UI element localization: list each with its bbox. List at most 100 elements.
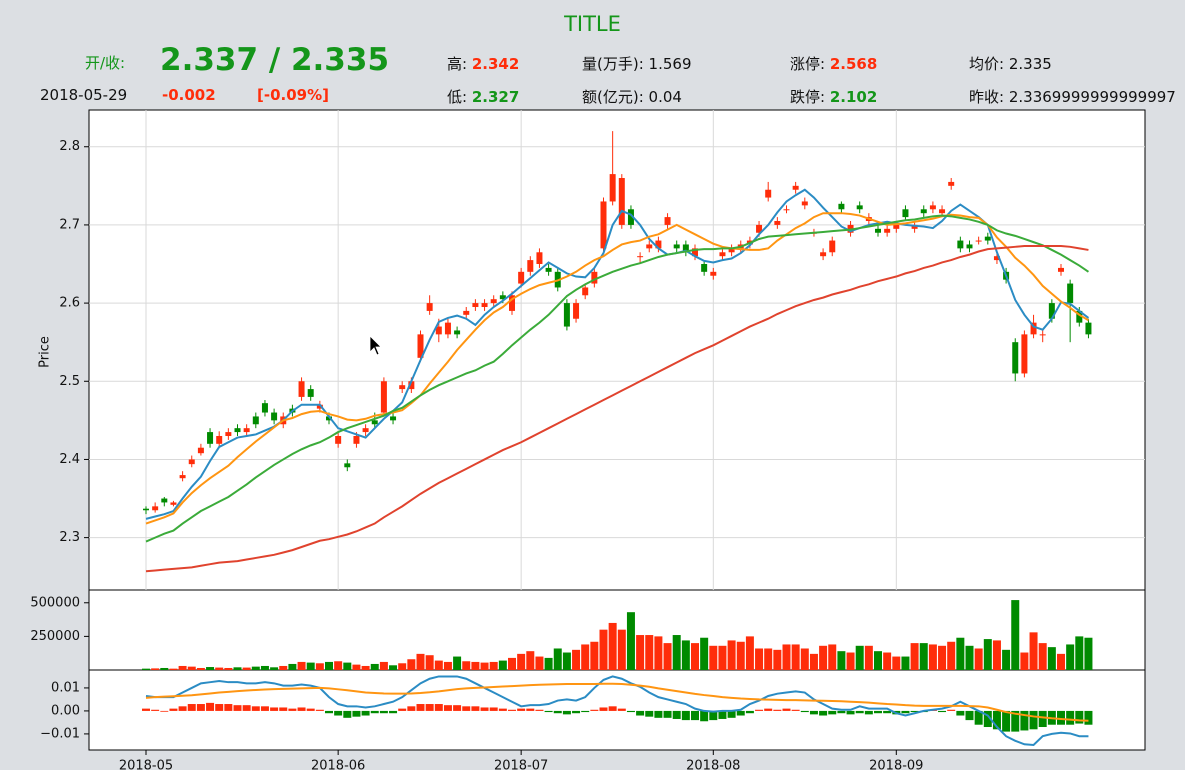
candle-body	[179, 475, 186, 479]
candle-body	[344, 463, 351, 468]
candle-body	[326, 416, 332, 421]
volume-bar	[389, 665, 398, 670]
candle-body	[573, 303, 580, 319]
price-panel	[88, 109, 1146, 591]
macd-bar	[425, 704, 434, 711]
macd-bar	[782, 708, 791, 711]
line	[145, 188, 1090, 520]
volume-bar	[251, 666, 260, 670]
y-tick-label: 0.01	[51, 680, 80, 695]
macd-bar	[718, 710, 727, 719]
macd-bar	[315, 709, 324, 711]
volume-bar	[727, 640, 736, 670]
macd-bar	[965, 710, 974, 721]
volume-bar	[800, 648, 809, 670]
line	[145, 245, 1089, 573]
candle-body	[472, 303, 479, 308]
candle-body	[1021, 334, 1028, 374]
candle-body	[939, 209, 946, 214]
macd-bar	[498, 708, 507, 711]
candle-body	[1012, 342, 1019, 374]
volume-bar	[956, 637, 965, 670]
cursor	[369, 335, 382, 356]
x-tick-label: 2018-05	[119, 759, 173, 770]
x-tick-label: 2018-06	[311, 759, 365, 770]
volume-bar	[206, 667, 215, 670]
candle-body	[252, 416, 259, 425]
candle-body	[609, 174, 616, 202]
volume-bar	[672, 635, 681, 670]
volume-bar	[270, 667, 279, 670]
volume-bar	[1002, 649, 1011, 670]
volume-bar	[480, 662, 489, 670]
macd-bar	[480, 707, 489, 711]
candle-body	[1058, 267, 1064, 272]
macd-bar	[462, 706, 471, 711]
macd-bar	[453, 705, 462, 711]
macd-bar	[471, 706, 480, 711]
candle-body	[408, 381, 415, 390]
macd-bar	[846, 710, 855, 715]
candle-body	[756, 224, 763, 233]
candle-body	[1085, 322, 1092, 335]
volume-bar	[425, 655, 434, 670]
volume-bar	[224, 667, 233, 670]
macd-bar	[361, 710, 370, 716]
volume-bar	[608, 622, 617, 670]
volume-bar	[233, 667, 242, 670]
volume-bar	[215, 667, 224, 670]
macd-bar	[169, 708, 178, 711]
macd-bar	[370, 710, 379, 714]
macd-bar	[1002, 710, 1011, 732]
macd-bar	[1038, 710, 1047, 728]
value: 2.3369999999999997	[1008, 88, 1176, 106]
volume-bar	[745, 636, 754, 670]
macd-bar	[288, 708, 297, 711]
candle-body	[664, 217, 671, 225]
volume-bar	[196, 667, 205, 670]
candle-body	[884, 228, 891, 233]
candle-body	[417, 334, 424, 358]
y-tick-label: 0.00	[51, 703, 80, 718]
candle-body	[545, 267, 552, 272]
label: 额(亿元): 0.04	[582, 86, 682, 107]
candle-body	[1039, 334, 1046, 336]
macd-bar	[773, 709, 782, 711]
candle-body	[646, 244, 653, 249]
value: 2.342	[471, 55, 520, 73]
candle-body	[719, 252, 726, 257]
macd-bar	[306, 708, 315, 711]
macd-bar	[983, 710, 992, 728]
volume-bar	[928, 644, 937, 670]
volume-bar	[846, 652, 855, 670]
macd-bar	[196, 704, 205, 711]
volume-bar	[983, 639, 992, 670]
volume-bar	[160, 667, 169, 670]
macd-bar	[416, 704, 425, 711]
macd-bar	[901, 710, 910, 714]
y-tick-label: 2.6	[59, 296, 80, 311]
macd-bar	[187, 704, 196, 711]
macd-bar	[727, 710, 736, 718]
volume-bar	[901, 656, 910, 670]
x-tick-label: 2018-08	[686, 759, 740, 770]
volume-bar	[398, 663, 407, 670]
volume-bar	[325, 661, 333, 670]
label: 低: 2.327	[447, 86, 519, 107]
candle-body	[426, 303, 433, 311]
macd-bar	[379, 710, 388, 714]
candle-body	[298, 381, 305, 397]
volume-bar	[782, 644, 791, 670]
label: 量(万手): 1.569	[582, 53, 692, 74]
volume-bar	[1084, 637, 1093, 670]
volume-bar	[297, 661, 306, 670]
candle-body	[728, 248, 735, 253]
candle-body	[243, 428, 250, 433]
volume-bar	[462, 661, 471, 670]
candle-body	[216, 435, 223, 444]
candle-body	[371, 420, 378, 425]
volume-bar	[498, 660, 507, 670]
macd-bar	[1066, 710, 1075, 725]
value: 2.335	[1008, 55, 1052, 73]
volume-bar	[434, 660, 443, 670]
